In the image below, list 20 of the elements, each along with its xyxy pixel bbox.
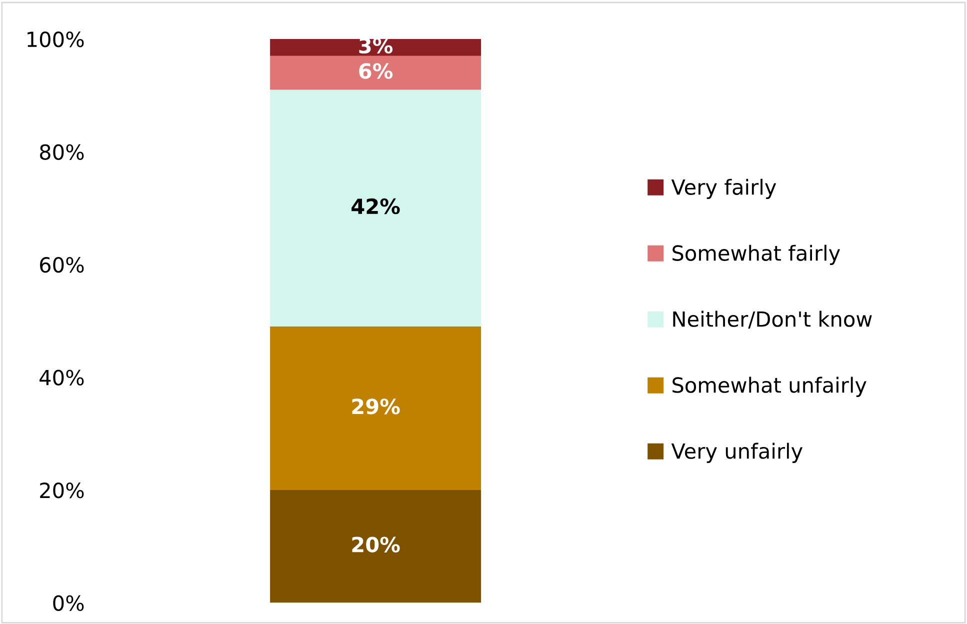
y-tick-label: 60% [40, 256, 84, 273]
y-tick-label: 20% [40, 482, 84, 498]
bar [270, 56, 482, 90]
legend-label: Neither/Don't know [673, 310, 872, 329]
data-label: 6% [359, 63, 393, 79]
legend-label: Somewhat fairly [672, 244, 840, 265]
bar [270, 490, 482, 603]
y-tick-label: 40% [40, 370, 84, 386]
legend-label: Somewhat unfairly [672, 376, 866, 397]
bar [270, 39, 482, 56]
bar [270, 326, 482, 490]
y-tick-label: 100% [28, 31, 84, 48]
legend-label: Very fairly [671, 178, 776, 199]
y-tick-label: 0% [53, 595, 84, 611]
bar [270, 90, 482, 327]
y-tick-label: 80% [40, 144, 84, 160]
data-label: 20% [352, 536, 400, 552]
legend-label: Very unfairly [671, 442, 803, 463]
data-label: 29% [352, 398, 400, 414]
data-label: 42% [352, 198, 400, 214]
